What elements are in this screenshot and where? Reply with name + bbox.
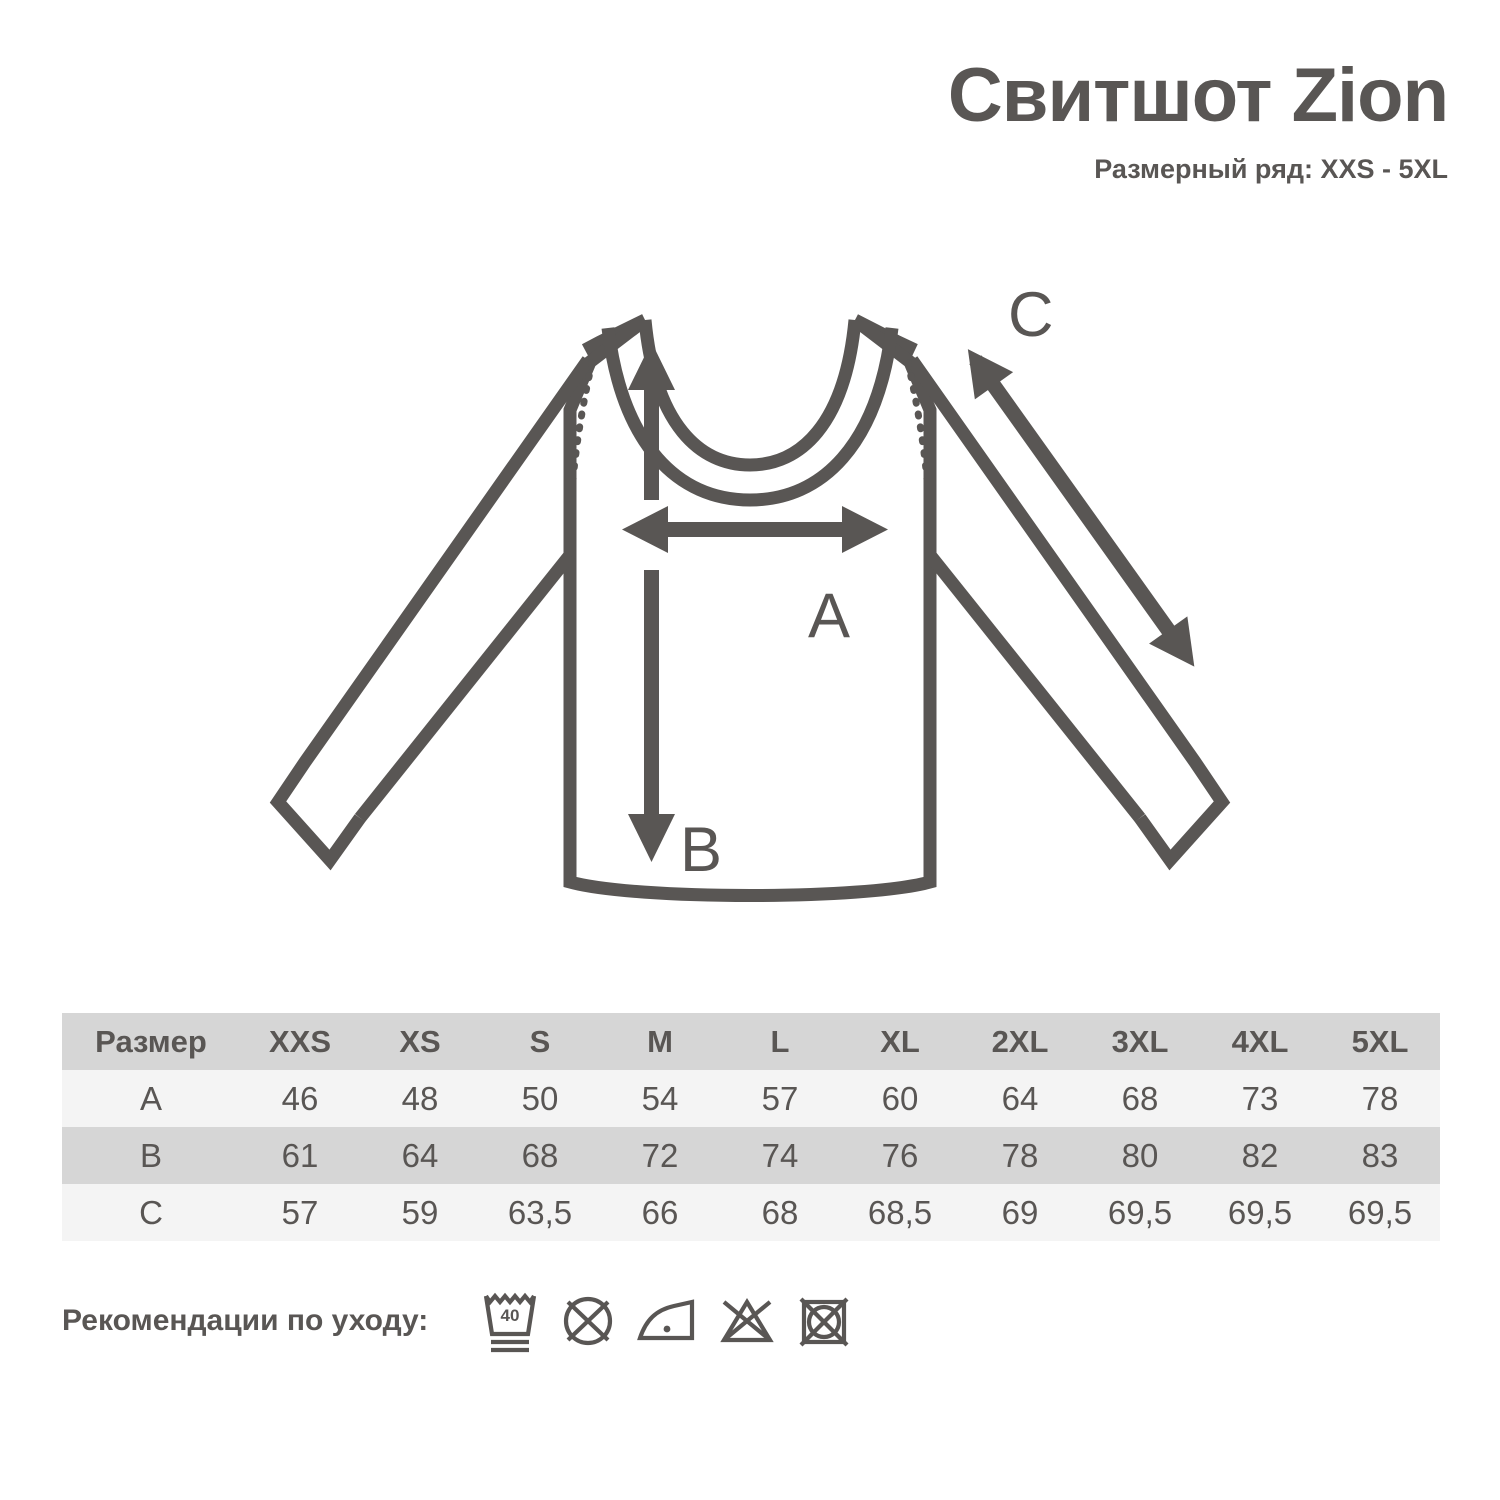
cell-a-5xl: 78	[1361, 1079, 1399, 1117]
cell-c-xs: 59	[401, 1193, 439, 1231]
cell-b-xs: 64	[401, 1136, 439, 1174]
cell-a-xs: 48	[401, 1079, 439, 1117]
svg-text:40: 40	[501, 1306, 520, 1325]
row-label-a: A	[139, 1079, 162, 1117]
cell-b-4xl: 82	[1241, 1136, 1279, 1174]
row-label-c: C	[139, 1193, 163, 1231]
cell-a-2xl: 64	[1001, 1079, 1039, 1117]
iron-low-icon	[637, 1299, 695, 1341]
care-instructions-label: Рекомендации по уходу:	[62, 1304, 429, 1337]
table-header-s: S	[529, 1023, 551, 1059]
row-label-b: B	[139, 1136, 162, 1174]
cell-a-m: 54	[641, 1079, 679, 1117]
table-header-4xl: 4XL	[1231, 1023, 1289, 1059]
cell-c-3xl: 69,5	[1107, 1193, 1173, 1231]
cell-a-xl: 60	[881, 1079, 919, 1117]
do-not-dry-clean-icon	[799, 1297, 849, 1347]
table-row-b: B 61 64 68 72 74 76 78 80 82 83	[62, 1127, 1440, 1184]
cell-b-3xl: 80	[1121, 1136, 1159, 1174]
garment-diagram: A B C	[0, 250, 1500, 950]
label-a: A	[808, 581, 850, 651]
care-instructions: Рекомендации по уходу: 40	[62, 1288, 1440, 1354]
label-b: B	[680, 815, 722, 885]
cell-b-xxs: 61	[281, 1136, 319, 1174]
do-not-tumble-dry-circle-icon	[564, 1296, 613, 1346]
cell-a-3xl: 68	[1121, 1079, 1159, 1117]
cell-b-5xl: 83	[1361, 1136, 1399, 1174]
cell-a-xxs: 46	[281, 1079, 319, 1117]
measure-arrow-b	[628, 342, 675, 862]
table-header-xl: XL	[880, 1023, 920, 1059]
label-c: C	[1008, 280, 1054, 350]
measure-arrow-c	[967, 349, 1195, 667]
cell-b-s: 68	[521, 1136, 559, 1174]
table-header-l: L	[770, 1023, 790, 1059]
table-row-a: A 46 48 50 54 57 60 64 68 73 78	[62, 1070, 1440, 1127]
measure-arrow-a	[622, 506, 888, 553]
table-header-xxs: XXS	[268, 1023, 332, 1059]
cell-b-xl: 76	[881, 1136, 919, 1174]
cell-a-4xl: 73	[1241, 1079, 1279, 1117]
table-row-c: C 57 59 63,5 66 68 68,5 69 69,5 69,5 69,…	[62, 1184, 1440, 1241]
page-title: Свитшот Zion	[947, 53, 1449, 138]
table-header-row: Размер XXS XS S M L XL 2XL 3XL 4XL 5XL	[62, 1013, 1440, 1070]
page-header: Свитшот Zion Размерный ряд: XXS - 5XL	[947, 53, 1449, 185]
cell-c-xl: 68,5	[867, 1193, 933, 1231]
cell-c-xxs: 57	[281, 1193, 319, 1231]
cell-b-2xl: 78	[1001, 1136, 1039, 1174]
cell-c-l: 68	[761, 1193, 799, 1231]
cell-c-5xl: 69,5	[1347, 1193, 1413, 1231]
care-icon-group: 40	[480, 1288, 854, 1354]
table-header-m: M	[647, 1023, 673, 1059]
cell-a-l: 57	[761, 1079, 799, 1117]
table-header-3xl: 3XL	[1111, 1023, 1169, 1059]
cell-c-2xl: 69	[1001, 1193, 1039, 1231]
cell-c-m: 66	[641, 1193, 679, 1231]
size-chart-table: Размер XXS XS S M L XL 2XL 3XL 4XL 5XL A…	[62, 1013, 1440, 1241]
cell-a-s: 50	[521, 1079, 559, 1117]
cell-c-s: 63,5	[507, 1193, 573, 1231]
table-header-5xl: 5XL	[1351, 1023, 1409, 1059]
wash-40-icon: 40	[484, 1292, 537, 1353]
cell-b-m: 72	[641, 1136, 679, 1174]
cell-c-4xl: 69,5	[1227, 1193, 1293, 1231]
do-not-bleach-icon	[720, 1297, 775, 1343]
table-header-xs: XS	[399, 1023, 441, 1059]
size-range-subtitle: Размерный ряд: XXS - 5XL	[1094, 154, 1448, 184]
table-header-size: Размер	[95, 1023, 207, 1059]
table-header-2xl: 2XL	[991, 1023, 1049, 1059]
cell-b-l: 74	[761, 1136, 799, 1174]
